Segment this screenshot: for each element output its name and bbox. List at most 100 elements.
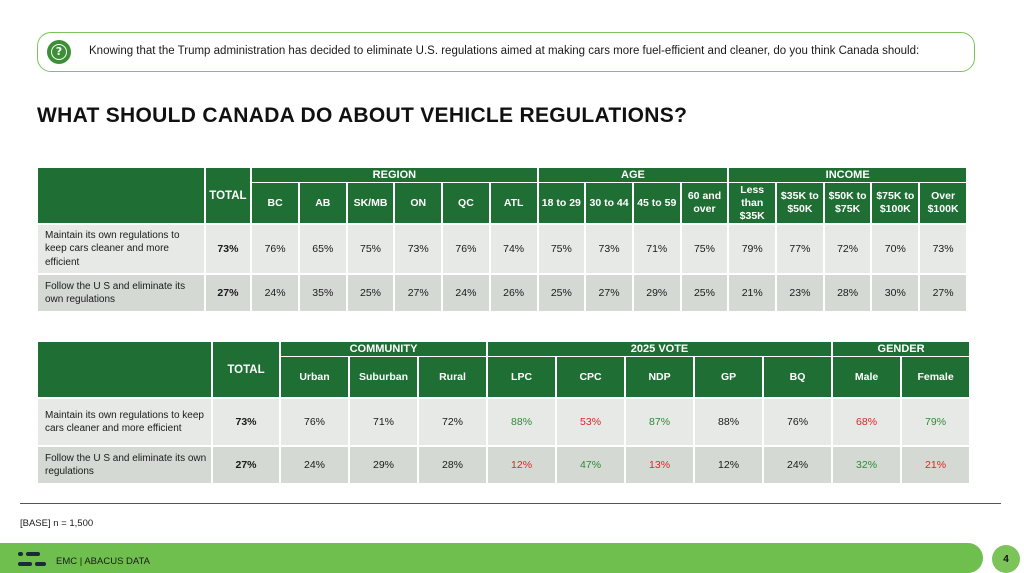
group-header-region: REGION (252, 168, 537, 183)
value-cell: 12% (695, 445, 763, 483)
value-cell: 27% (395, 273, 442, 311)
question-mark-icon: ? (47, 40, 71, 64)
value-cell: 28% (824, 273, 871, 311)
column-header: BC (252, 183, 298, 223)
table-row: Maintain its own regulations to keep car… (38, 223, 966, 273)
row-label: Follow the U S and eliminate its own reg… (38, 445, 211, 483)
value-cell: 73% (395, 223, 442, 273)
value-cell: 21% (729, 273, 776, 311)
column-header: Urban (281, 357, 348, 397)
value-cell: 70% (872, 223, 919, 273)
value-cell: 29% (633, 273, 680, 311)
column-header: 30 to 44 (586, 183, 632, 223)
value-cell: 35% (299, 273, 346, 311)
value-cell: 73% (586, 223, 632, 273)
value-cell: 21% (902, 445, 970, 483)
column-header: ATL (490, 183, 537, 223)
value-cell: 25% (347, 273, 394, 311)
value-cell: 88% (488, 397, 556, 445)
column-header: 18 to 29 (538, 183, 585, 223)
column-header: QC (443, 183, 489, 223)
value-cell: 77% (777, 223, 823, 273)
column-header: LPC (488, 357, 556, 397)
value-cell: 74% (490, 223, 537, 273)
table-region-age-income: TOTAL REGION AGE INCOME BC AB SK/MB ON Q… (36, 168, 968, 311)
value-cell: 76% (281, 397, 348, 445)
value-cell: 47% (557, 445, 625, 483)
column-header: AB (299, 183, 346, 223)
column-header: $35K to $50K (777, 183, 823, 223)
column-header: NDP (626, 357, 694, 397)
column-header: Female (902, 357, 970, 397)
column-header: 45 to 59 (633, 183, 680, 223)
value-cell: 76% (443, 223, 489, 273)
row-label: Maintain its own regulations to keep car… (38, 223, 204, 273)
column-header: 60 and over (681, 183, 728, 223)
total-cell: 27% (213, 445, 279, 483)
table-row: Follow the U S and eliminate its own reg… (38, 445, 970, 483)
question-box: ? Knowing that the Trump administration … (37, 32, 975, 72)
value-cell: 13% (626, 445, 694, 483)
page-title: WHAT SHOULD CANADA DO ABOUT VEHICLE REGU… (37, 104, 688, 127)
column-header: $75K to $100K (872, 183, 919, 223)
group-header-income: INCOME (729, 168, 966, 183)
value-cell: 79% (729, 223, 776, 273)
value-cell: 24% (443, 273, 489, 311)
column-header: SK/MB (347, 183, 394, 223)
value-cell: 27% (586, 273, 632, 311)
value-cell: 88% (695, 397, 763, 445)
value-cell: 25% (538, 273, 585, 311)
total-cell: 73% (205, 223, 251, 273)
question-text: Knowing that the Trump administration ha… (89, 45, 920, 57)
value-cell: 72% (824, 223, 871, 273)
base-note: [BASE] n = 1,500 (20, 518, 94, 529)
value-cell: 75% (347, 223, 394, 273)
table-corner (38, 342, 211, 397)
value-cell: 76% (764, 397, 832, 445)
table-row: Follow the U S and eliminate its own reg… (38, 273, 966, 311)
value-cell: 29% (350, 445, 417, 483)
column-header: Male (833, 357, 901, 397)
footer-bar (0, 543, 983, 573)
value-cell: 26% (490, 273, 537, 311)
value-cell: 24% (252, 273, 298, 311)
column-header: $50K to $75K (824, 183, 871, 223)
column-header: ON (395, 183, 442, 223)
value-cell: 25% (681, 273, 728, 311)
value-cell: 87% (626, 397, 694, 445)
column-header-total: TOTAL (205, 168, 251, 223)
column-header: Less than $35K (729, 183, 776, 223)
table-community-vote-gender: TOTAL COMMUNITY 2025 VOTE GENDER Urban S… (36, 342, 971, 483)
group-header-2025-vote: 2025 VOTE (488, 342, 832, 357)
total-cell: 27% (205, 273, 251, 311)
value-cell: 12% (488, 445, 556, 483)
value-cell: 23% (777, 273, 823, 311)
abacus-logo-icon (18, 552, 46, 566)
column-header: Over $100K (920, 183, 966, 223)
value-cell: 73% (920, 223, 966, 273)
group-header-age: AGE (538, 168, 728, 183)
column-header: CPC (557, 357, 625, 397)
footer-text: EMC | ABACUS DATA (56, 556, 150, 567)
table-row: Maintain its own regulations to keep car… (38, 397, 970, 445)
column-header: GP (695, 357, 763, 397)
value-cell: 27% (920, 273, 966, 311)
total-cell: 73% (213, 397, 279, 445)
value-cell: 28% (419, 445, 487, 483)
group-header-community: COMMUNITY (281, 342, 487, 357)
value-cell: 24% (764, 445, 832, 483)
value-cell: 24% (281, 445, 348, 483)
value-cell: 76% (252, 223, 298, 273)
value-cell: 53% (557, 397, 625, 445)
value-cell: 71% (350, 397, 417, 445)
row-label: Follow the U S and eliminate its own reg… (38, 273, 204, 311)
divider (20, 503, 1001, 504)
value-cell: 30% (872, 273, 919, 311)
column-header: Rural (419, 357, 487, 397)
column-header: BQ (764, 357, 832, 397)
column-header-total: TOTAL (213, 342, 279, 397)
value-cell: 32% (833, 445, 901, 483)
value-cell: 72% (419, 397, 487, 445)
row-label: Maintain its own regulations to keep car… (38, 397, 211, 445)
value-cell: 75% (538, 223, 585, 273)
